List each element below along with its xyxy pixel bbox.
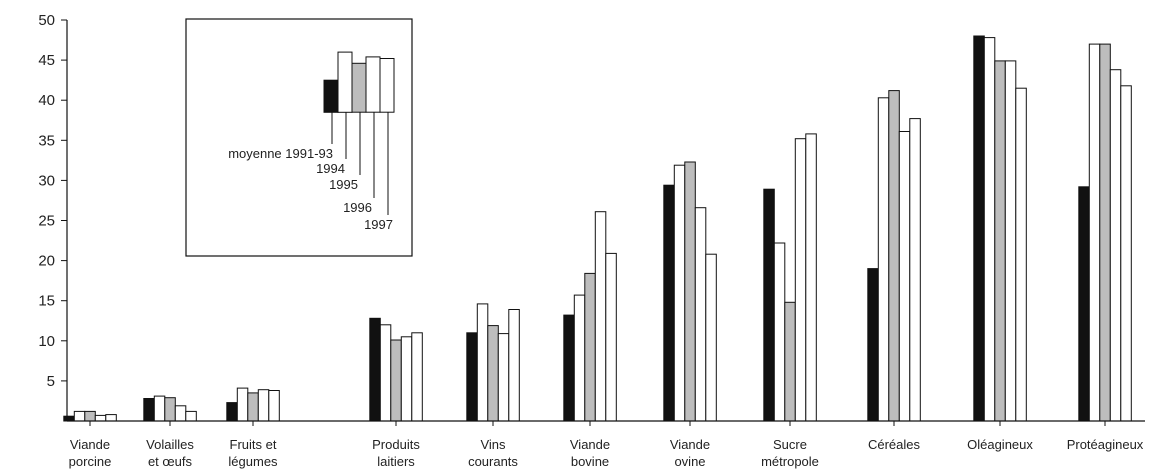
bar [1015, 87, 1027, 422]
x-tick-label: Protéagineux [1067, 437, 1144, 452]
legend-swatch [337, 51, 353, 113]
bar [805, 133, 817, 422]
bar [247, 392, 259, 422]
y-tick-label: 25 [38, 213, 55, 230]
bar [84, 410, 96, 422]
bar [763, 188, 775, 422]
bar [563, 314, 575, 422]
x-tick-label: Produits laitiers [372, 437, 420, 469]
bar [63, 415, 75, 422]
bar [888, 90, 900, 422]
bar [877, 97, 890, 422]
y-tick-label: 45 [38, 52, 55, 69]
bar [487, 325, 499, 422]
bar [369, 317, 381, 422]
bar [153, 395, 166, 422]
legend-label: 1996 [343, 200, 372, 215]
bar [73, 410, 86, 422]
legend-swatch [323, 79, 339, 113]
x-tick-label: Volailles et œufs [146, 437, 194, 469]
axes-group: 5 10 15 20 25 30 35 40 45 50 Viande porcine Volaille… [38, 12, 1145, 469]
bar [705, 253, 717, 422]
legend-swatch [351, 62, 367, 113]
bar [694, 207, 707, 422]
legend-swatch [379, 58, 395, 113]
bar [400, 336, 413, 422]
bar [476, 303, 489, 422]
bar [174, 405, 187, 422]
bar [983, 37, 996, 422]
bar [994, 60, 1006, 422]
y-tick-label: 10 [38, 333, 55, 350]
bar [508, 309, 520, 422]
bar [379, 324, 392, 422]
bar [1004, 60, 1017, 422]
x-tick-label: Céréales [868, 437, 921, 452]
bar [867, 268, 879, 422]
x-tick-label: Viande ovine [670, 437, 710, 469]
bar [663, 184, 675, 422]
y-tick-label: 30 [38, 172, 55, 189]
bar [573, 294, 586, 422]
legend-label: 1995 [329, 177, 358, 192]
bar [390, 339, 402, 422]
bar [466, 332, 478, 422]
x-tick-label: Vins courants [468, 437, 518, 469]
bar [1099, 43, 1111, 422]
bar [226, 402, 238, 422]
y-tick-label: 35 [38, 132, 55, 149]
bar [257, 389, 270, 422]
bar [497, 333, 510, 422]
y-tick-label: 15 [38, 293, 55, 310]
x-tick-label: Fruits et légumes [228, 437, 278, 469]
bar [1088, 43, 1101, 422]
bar [185, 410, 197, 422]
bar [784, 301, 796, 422]
bar [794, 138, 807, 422]
bar [673, 164, 686, 422]
legend-label: moyenne 1991-93 [228, 146, 333, 161]
bar [105, 414, 117, 422]
bar [411, 332, 423, 422]
bar [605, 252, 617, 422]
bar [164, 397, 176, 422]
bar [973, 35, 985, 422]
bar [1120, 85, 1132, 422]
legend-swatch [365, 56, 381, 113]
bar [594, 211, 607, 422]
bar [909, 118, 921, 422]
legend-label: 1997 [364, 217, 393, 232]
x-tick-label: Viande bovine [570, 437, 610, 469]
x-tick-label: Oléagineux [967, 437, 1033, 452]
y-tick-label: 40 [38, 92, 55, 109]
bar [898, 131, 911, 422]
bar [684, 161, 696, 422]
bar [584, 272, 596, 422]
bar [143, 398, 155, 422]
x-tick-label: Sucre métropole [761, 437, 819, 469]
bar [773, 242, 786, 422]
bar [1078, 186, 1090, 422]
bar [94, 414, 107, 422]
bar [1109, 69, 1122, 422]
bar [268, 390, 280, 422]
y-tick-label: 20 [38, 253, 55, 270]
bars-group [63, 35, 1132, 422]
legend-label: 1994 [316, 161, 345, 176]
bar [236, 387, 249, 422]
x-tick-label: Viande porcine [69, 437, 112, 469]
y-tick-label: 5 [47, 373, 55, 390]
y-tick-label: 50 [38, 12, 55, 29]
